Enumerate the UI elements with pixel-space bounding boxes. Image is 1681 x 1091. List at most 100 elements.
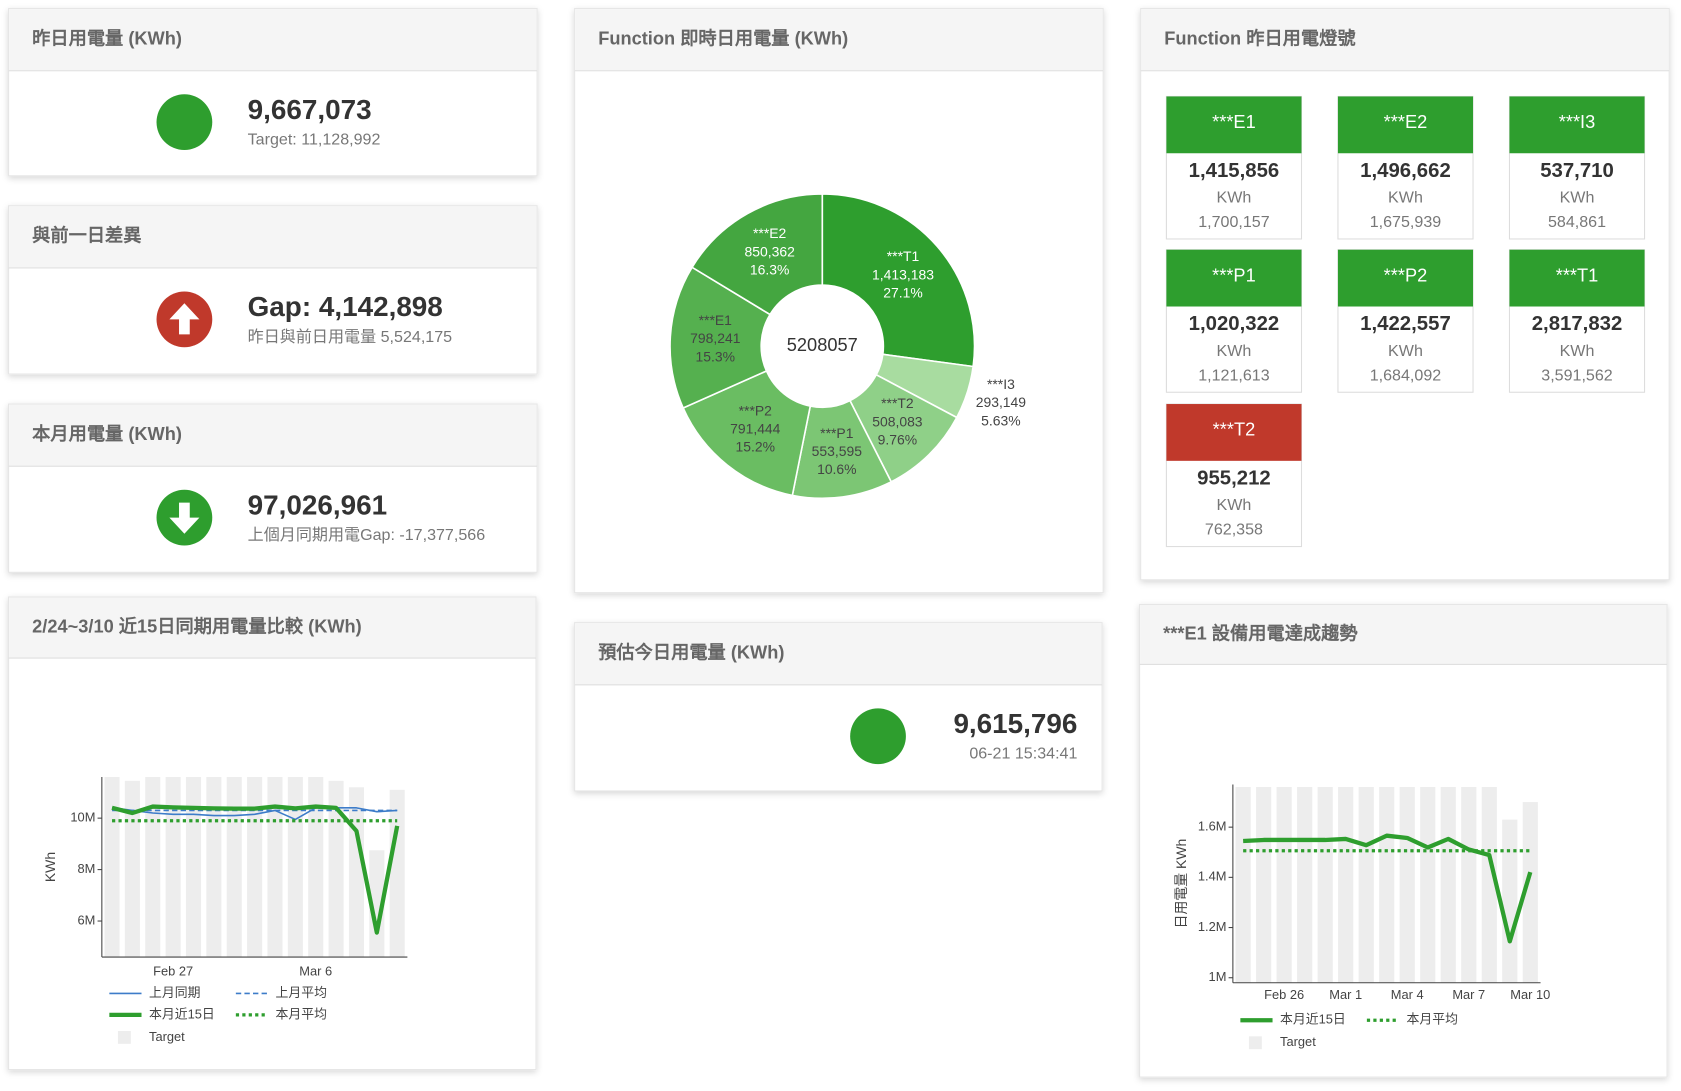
card-header xyxy=(9,9,537,72)
y-tick-label: 1.6M xyxy=(1198,819,1227,834)
legend-label: 本月平均 xyxy=(276,1006,327,1021)
legend-swatch xyxy=(117,1030,131,1044)
light-header xyxy=(1509,249,1645,307)
card-title: Function 即時日用電量 (KWh) xyxy=(598,28,848,48)
y-tick-label: 1.2M xyxy=(1198,919,1227,934)
light-name: ***P1 xyxy=(1212,265,1256,285)
target-bar xyxy=(124,780,140,958)
legend-swatch xyxy=(1248,1036,1262,1050)
light-header xyxy=(1509,96,1645,154)
kpi-value: 97,026,961 xyxy=(248,489,387,520)
slice-label: 5.63% xyxy=(981,412,1020,428)
target-bar xyxy=(206,776,222,958)
light-unit: KWh xyxy=(1388,189,1423,207)
light-target: 1,700,157 xyxy=(1198,213,1270,231)
light-value: 1,020,322 xyxy=(1189,313,1280,335)
light-name: ***P2 xyxy=(1384,265,1428,285)
kpi-sub: Target: 11,128,992 xyxy=(248,131,381,149)
light-unit: KWh xyxy=(1217,496,1252,514)
light-name: ***I3 xyxy=(1559,112,1595,132)
card-title: 預估今日用電量 (KWh) xyxy=(598,642,784,663)
pie-slice xyxy=(821,193,976,368)
target-bar xyxy=(328,780,344,958)
light-header xyxy=(1337,249,1474,307)
slice-label: 508,083 xyxy=(872,413,923,429)
slice-label: 850,362 xyxy=(744,243,795,259)
slice-label: 293,149 xyxy=(976,394,1027,410)
slice-label: ***P2 xyxy=(739,402,773,418)
legend-label: 上月同期 xyxy=(149,985,200,1000)
slice-label: 791,444 xyxy=(730,421,781,437)
card-header xyxy=(1140,604,1667,665)
card-title: Function 昨日用電燈號 xyxy=(1164,27,1356,48)
slice-label: 27.1% xyxy=(883,285,922,301)
series-line xyxy=(1243,833,1533,944)
kpi-sub: 上個月同期用電Gap: -17,377,566 xyxy=(248,526,486,544)
status-icon xyxy=(850,708,906,765)
kpi-value: 9,667,073 xyxy=(248,94,372,125)
card-header xyxy=(9,597,536,659)
slice-label: 15.3% xyxy=(696,348,735,364)
target-bar xyxy=(267,776,283,958)
x-tick-label: Feb 26 xyxy=(1264,987,1304,1002)
legend-label: Target xyxy=(149,1029,185,1044)
x-tick-label: Mar 10 xyxy=(1510,987,1550,1002)
target-bar xyxy=(348,787,364,958)
card-header xyxy=(1141,9,1669,72)
target-bar xyxy=(145,776,161,958)
light-unit: KWh xyxy=(1217,189,1252,207)
slice-label: 10.6% xyxy=(817,461,856,477)
light-unit: KWh xyxy=(1217,342,1252,360)
pie-slice xyxy=(690,193,824,316)
kpi-sub: 昨日與前日用電量 5,524,175 xyxy=(248,328,453,346)
legend-label: Target xyxy=(1280,1034,1316,1049)
target-bar xyxy=(1276,787,1292,983)
target-bar xyxy=(1461,787,1477,983)
arrow-icon xyxy=(169,303,200,335)
x-tick-label: Mar 6 xyxy=(299,963,332,978)
target-bar xyxy=(389,789,405,958)
target-bar xyxy=(1379,787,1395,983)
y-tick-label: 8M xyxy=(78,861,96,876)
target-bar xyxy=(1481,787,1497,983)
light-target: 1,675,939 xyxy=(1370,213,1442,231)
target-bar xyxy=(1297,787,1313,983)
target-bar xyxy=(1440,787,1456,983)
slice-label: 15.2% xyxy=(736,439,775,455)
card xyxy=(574,8,1104,594)
target-bar xyxy=(287,776,303,958)
light-header xyxy=(1166,249,1302,307)
target-bar xyxy=(308,776,324,958)
light-name: ***E2 xyxy=(1384,112,1428,132)
target-bar xyxy=(1420,787,1436,983)
card-header xyxy=(9,206,537,269)
y-tick-label: 6M xyxy=(78,912,96,927)
card-title: 昨日用電量 (KWh) xyxy=(32,27,182,48)
light-unit: KWh xyxy=(1560,189,1595,207)
light-value: 1,415,856 xyxy=(1189,160,1280,182)
x-tick-label: Mar 4 xyxy=(1391,987,1424,1002)
target-bar xyxy=(369,850,385,958)
card-header xyxy=(575,9,1103,72)
target-bar xyxy=(226,776,242,958)
light-value: 1,422,557 xyxy=(1360,313,1451,335)
x-tick-label: Feb 27 xyxy=(153,963,193,978)
light-target: 1,684,092 xyxy=(1370,366,1442,384)
light-target: 762,358 xyxy=(1205,521,1263,539)
card-title: 本月用電量 (KWh) xyxy=(32,423,182,444)
slice-label: ***T1 xyxy=(887,248,920,264)
slice-label: 9.76% xyxy=(878,432,917,448)
legend-label: 本月近15日 xyxy=(149,1006,215,1021)
slice-label: ***E1 xyxy=(699,312,733,328)
series-line xyxy=(111,807,398,821)
legend-label: 本月平均 xyxy=(1407,1012,1458,1027)
slice-label: 1,413,183 xyxy=(872,266,934,282)
kpi-sub: 06-21 15:34:41 xyxy=(969,745,1077,763)
light-target: 584,861 xyxy=(1548,213,1606,231)
y-tick-label: 1.4M xyxy=(1198,869,1227,884)
target-bar xyxy=(247,776,263,958)
arrow-icon xyxy=(169,502,200,534)
card-header xyxy=(575,623,1102,686)
light-value: 955,212 xyxy=(1197,467,1271,489)
light-target: 3,591,562 xyxy=(1541,366,1613,384)
